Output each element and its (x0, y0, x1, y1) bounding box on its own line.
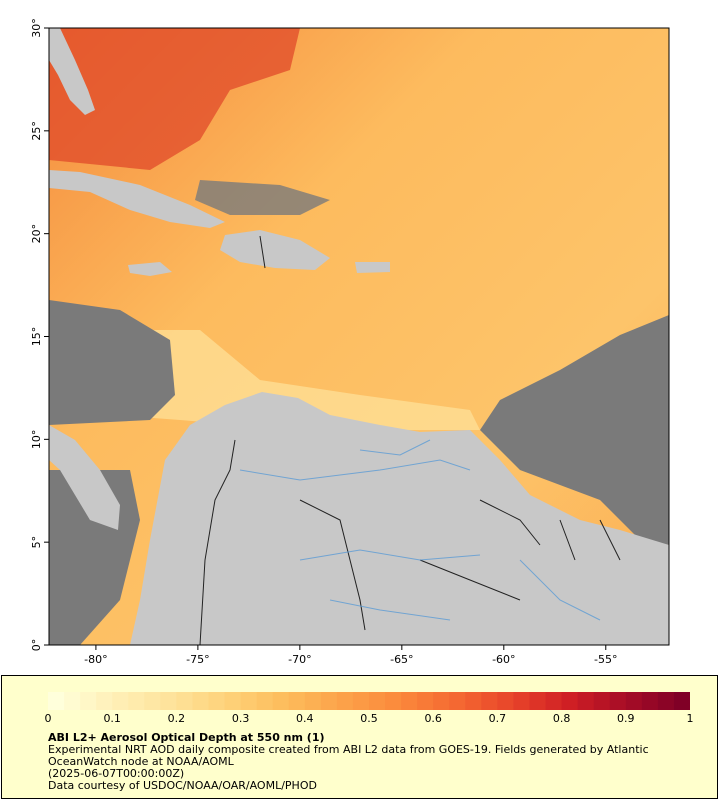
land-florida (49, 28, 95, 115)
legend-panel: 0 0.1 0.2 0.3 0.4 0.5 0.6 0.7 0.8 0.9 1 ABI L2+ Ae… (1, 675, 718, 799)
legend-text: ABI L2+ Aerosol Optical Depth at 550 nm … (48, 732, 688, 792)
border-lines (199, 235, 621, 645)
colorbar-swatch (465, 692, 482, 710)
lon-tick-label: -55° (594, 653, 617, 666)
colorbar-swatch (256, 692, 274, 710)
colorbar-swatch (288, 692, 306, 710)
colorbar-swatch (625, 692, 643, 710)
lat-tick-label: 10° (30, 430, 43, 450)
lon-tick-label: -65° (390, 653, 413, 666)
aod-map: 30° 25° 20° 15° 10° 5° 0° -80° -75° -70° -65° -60°… (30, 18, 670, 666)
longitude-axis: -80° -75° -70° -65° -60° -55° (84, 645, 618, 666)
nodata-caribbean (195, 180, 330, 215)
colorbar-swatch (561, 692, 579, 710)
colorbar-swatch (369, 692, 386, 710)
colorbar-tick-label: 0.3 (231, 712, 250, 725)
colorbar-swatch (144, 692, 161, 710)
colorbar-swatch (128, 692, 145, 710)
high-aod-gulf (49, 28, 300, 170)
colorbar-swatch (609, 692, 627, 710)
colorbar-swatch (272, 692, 290, 710)
colorbar-tick-label: 0.8 (552, 712, 571, 725)
legend-credit: Data courtesy of USDOC/NOAA/OAR/AOML/PHO… (48, 779, 317, 792)
colorbar-swatch (513, 692, 530, 710)
colorbar-tick-label: 0.6 (424, 712, 442, 725)
colorbar-swatch (529, 692, 547, 710)
colorbar-tick-label: 0.9 (617, 712, 635, 725)
river-lines (239, 439, 601, 621)
land-south-america (130, 392, 669, 645)
land-central-america (49, 425, 120, 530)
lat-tick-label: 30° (30, 18, 43, 38)
colorbar-swatch (48, 692, 65, 710)
lon-tick-label: -60° (492, 653, 515, 666)
colorbar-swatch (497, 692, 514, 710)
colorbar-tick-label: 0.1 (103, 712, 121, 725)
colorbar-swatch (577, 692, 595, 710)
lat-tick-label: 15° (30, 327, 43, 347)
colorbar-swatch (657, 692, 675, 710)
lat-tick-label: 25° (30, 121, 43, 141)
colorbar-swatch (80, 692, 97, 710)
colorbar-swatch (385, 692, 402, 710)
colorbar-swatch (64, 692, 81, 710)
colorbar-tick-label: 0.5 (360, 712, 378, 725)
land-jamaica (128, 262, 172, 276)
latitude-axis: 30° 25° 20° 15° 10° 5° 0° (30, 18, 49, 651)
colorbar-swatch (641, 692, 659, 710)
colorbar-swatch (449, 692, 466, 710)
colorbar-swatch (192, 692, 209, 710)
colorbar-tick-label: 0.4 (296, 712, 314, 725)
nodata-pacific (49, 300, 175, 425)
legend-title: ABI L2+ Aerosol Optical Depth at 550 nm … (48, 731, 325, 744)
colorbar-swatch (224, 692, 242, 710)
nodata-atlantic-east (480, 315, 669, 545)
colorbar-swatch (176, 692, 193, 710)
lat-tick-label: 0° (30, 639, 43, 652)
colorbar-swatch (320, 692, 338, 710)
colorbar-swatch (160, 692, 177, 710)
colorbar-swatch (673, 692, 690, 710)
legend-description: Experimental NRT AOD daily composite cre… (48, 743, 649, 768)
colorbar-swatch (112, 692, 129, 710)
lon-tick-label: -80° (84, 653, 107, 666)
colorbar-swatch (352, 692, 370, 710)
lat-tick-label: 5° (30, 536, 43, 549)
colorbar (48, 692, 690, 710)
colorbar-swatch (481, 692, 498, 710)
colorbar-tick-label: 0 (44, 712, 52, 725)
colorbar-tick-label: 0.2 (167, 712, 186, 725)
land-cuba (49, 170, 225, 228)
colorbar-tick-label: 0.7 (488, 712, 507, 725)
colorbar-swatch (417, 692, 434, 710)
colorbar-swatch (593, 692, 611, 710)
lat-tick-label: 20° (30, 224, 43, 244)
legend-timestamp: (2025-06-07T00:00:00Z) (48, 767, 185, 780)
colorbar-swatch (304, 692, 322, 710)
land-hispaniola (220, 230, 330, 270)
land-puerto-rico (355, 262, 390, 273)
colorbar-swatch (401, 692, 418, 710)
colorbar-tick-labels: 0 0.1 0.2 0.3 0.4 0.5 0.6 0.7 0.8 0.9 1 (2, 712, 719, 726)
lon-tick-label: -70° (288, 653, 311, 666)
colorbar-tick-label: 1 (686, 712, 694, 725)
colorbar-swatch (208, 692, 226, 710)
colorbar-swatch (336, 692, 354, 710)
colorbar-swatch (96, 692, 113, 710)
colorbar-swatch (433, 692, 450, 710)
lon-tick-label: -75° (186, 653, 209, 666)
colorbar-swatch (240, 692, 258, 710)
colorbar-swatch (545, 692, 563, 710)
